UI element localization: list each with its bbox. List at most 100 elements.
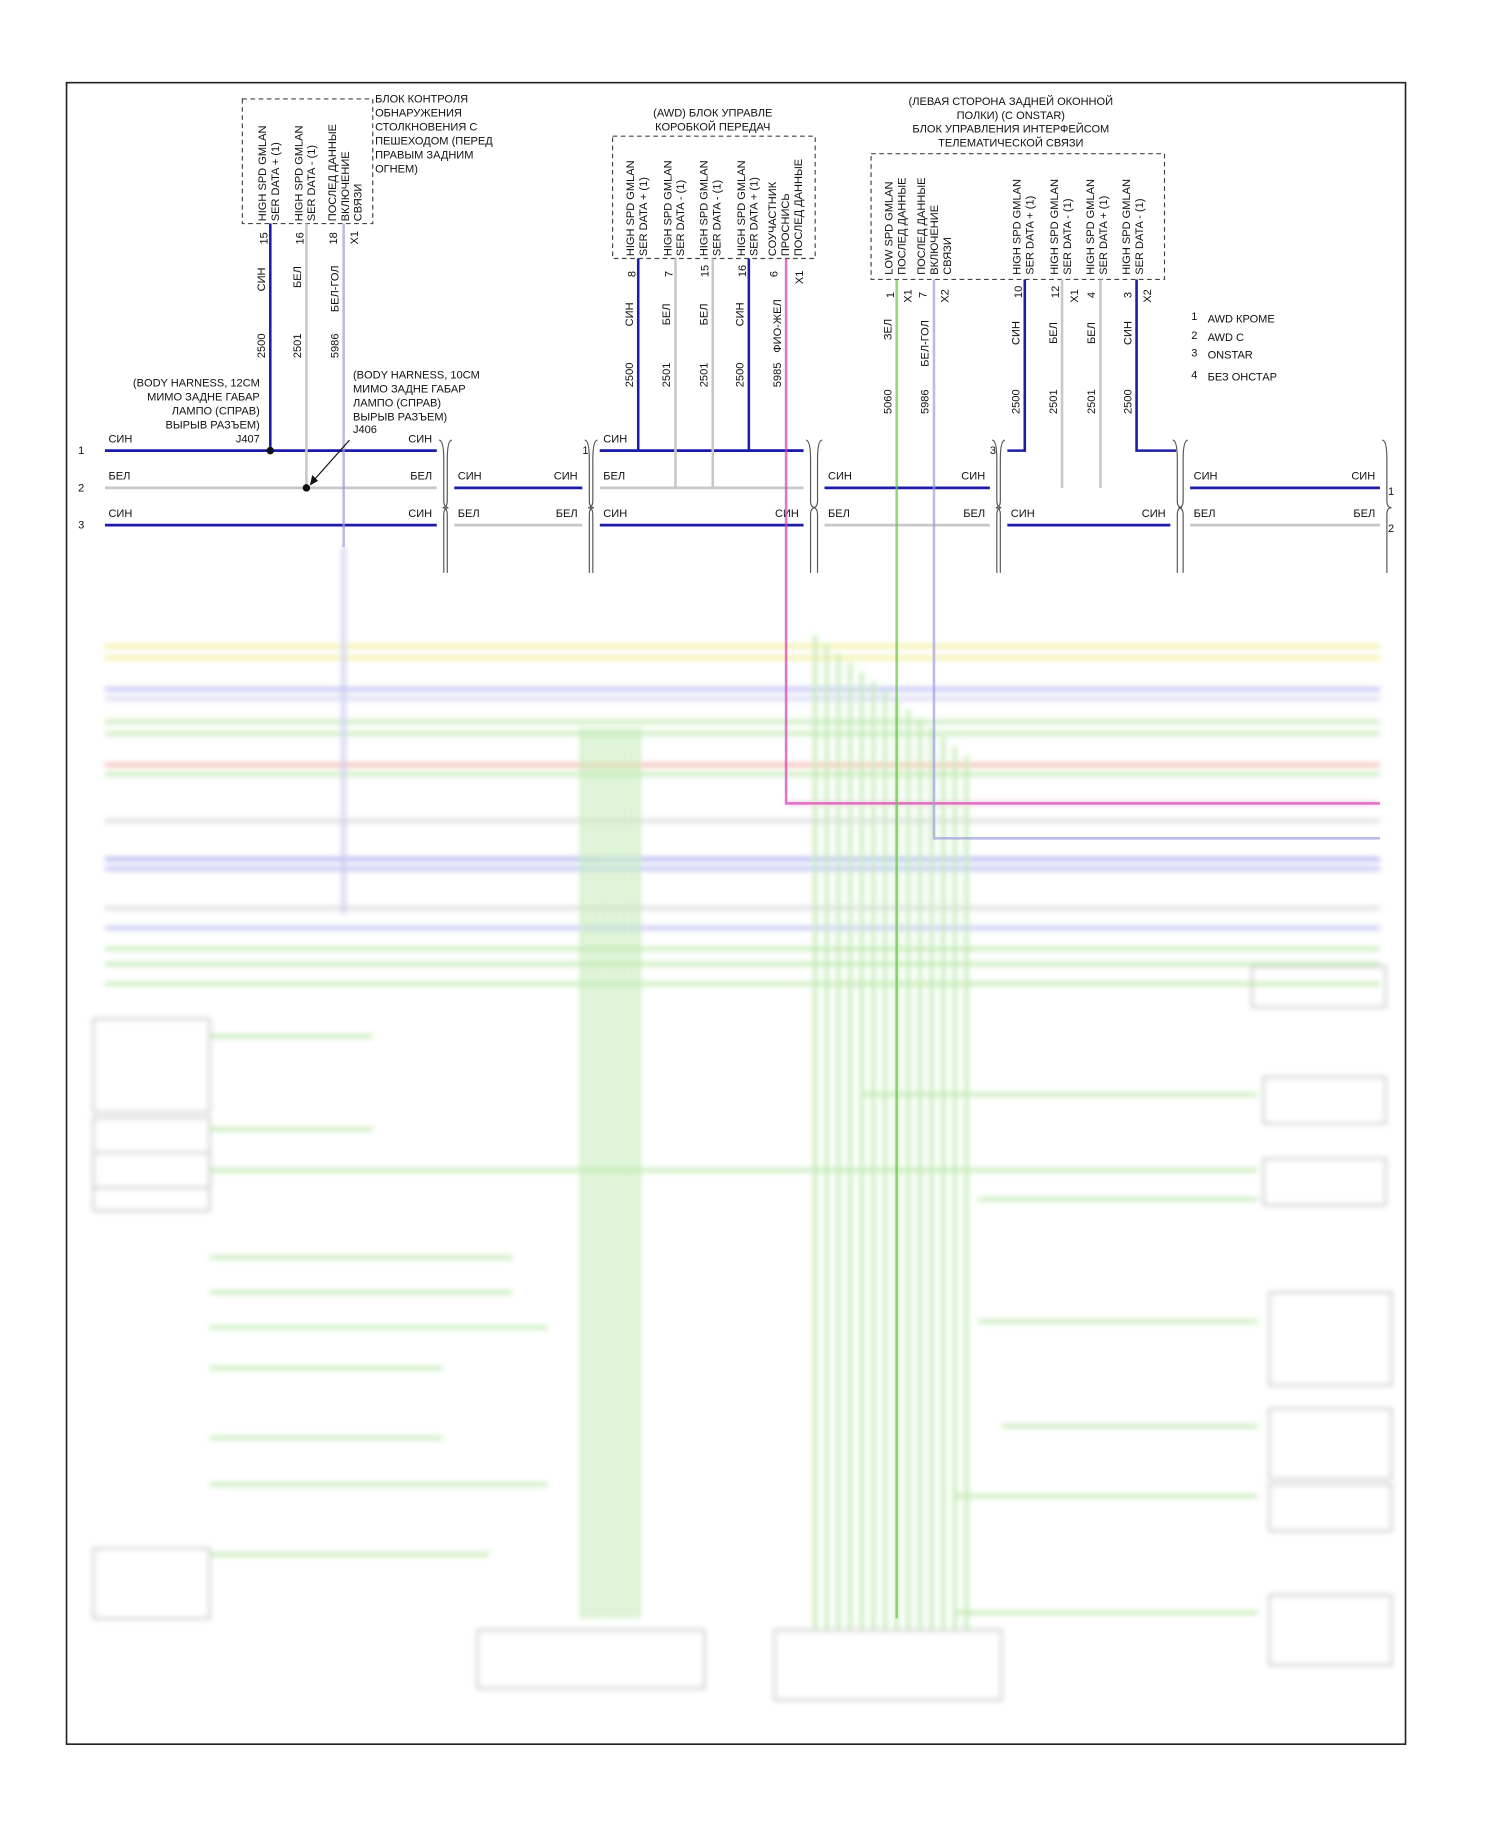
bus-label: СИН bbox=[1011, 508, 1035, 520]
pin-label: SER DATA - (1) bbox=[675, 180, 687, 256]
wire-color: БЕЛ-ГОЛ bbox=[329, 265, 341, 312]
legend-number: 4 bbox=[1191, 369, 1197, 381]
pin-label: ПОСЛЕД ДАННЫЕ bbox=[793, 159, 805, 256]
pin-label: HIGH SPD GMLAN bbox=[736, 160, 748, 256]
pin-label: HIGH SPD GMLAN bbox=[1121, 179, 1133, 275]
row-number: 2 bbox=[78, 482, 84, 494]
wire-color: БЕЛ bbox=[1086, 322, 1098, 344]
splice-note: ЛАМПО (СПРАВ) bbox=[172, 406, 260, 418]
bus-label: БЕЛ bbox=[603, 471, 625, 483]
pin-label: ПОСЛЕД ДАННЫЕ bbox=[896, 178, 908, 275]
connector-id: X1 bbox=[1069, 289, 1081, 303]
pin-label: СОУЧАСТНИК bbox=[767, 181, 779, 256]
break-bracket bbox=[438, 439, 449, 573]
pin-number: 15 bbox=[700, 265, 712, 277]
arrow-head bbox=[309, 475, 319, 486]
splice-note: МИМО ЗАДНЕ ГАБАР bbox=[353, 383, 466, 395]
connector-id: X1 bbox=[902, 289, 914, 303]
pin-label: HIGH SPD GMLAN bbox=[625, 160, 637, 256]
frame bbox=[65, 81, 1407, 1745]
break-bracket bbox=[992, 439, 1002, 573]
pin-number: 7 bbox=[664, 271, 676, 277]
wire-color: БЕЛ bbox=[1048, 322, 1060, 344]
wire-color: БЕЛ-ГОЛ bbox=[920, 320, 932, 367]
blurred-box bbox=[92, 1547, 211, 1620]
bus-label: СИН bbox=[1351, 471, 1375, 483]
blurred-box bbox=[1268, 1483, 1393, 1532]
row-number: 3 bbox=[78, 520, 84, 532]
wire-color: СИН bbox=[624, 302, 636, 326]
block-title: БЛОК УПРАВЛЕНИЯ ИНТЕРФЕЙСОМ bbox=[912, 123, 1109, 136]
pin-label: СВЯЗИ bbox=[942, 237, 954, 275]
blurred-box bbox=[1268, 1594, 1393, 1666]
wire-circuit: 5985 bbox=[772, 363, 784, 388]
pin-number: 15 bbox=[258, 232, 270, 244]
bus-label: БЕЛ bbox=[963, 508, 985, 520]
break-bracket bbox=[1178, 439, 1188, 573]
bus-label: СИН bbox=[828, 471, 852, 483]
wire-color: СИН bbox=[256, 267, 268, 291]
pin-label: SER DATA + (1) bbox=[749, 177, 761, 256]
wire bbox=[784, 258, 1380, 805]
splice-note: ЛАМПО (СПРАВ) bbox=[353, 397, 441, 409]
wire-circuit: 2500 bbox=[1122, 389, 1134, 414]
block-title: КОРОБКОЙ ПЕРЕДАЧ bbox=[655, 120, 770, 133]
bus-label: СИН bbox=[603, 433, 627, 445]
wire-color: БЕЛ bbox=[292, 266, 304, 288]
pin-label: ПОСЛЕД ДАННЫЕ bbox=[327, 124, 339, 221]
break-bracket bbox=[442, 439, 453, 573]
blurred-box bbox=[92, 1017, 211, 1113]
bus-label: СИН bbox=[458, 471, 482, 483]
wire bbox=[1135, 279, 1177, 452]
splice-note: (BODY HARNESS, 10CM bbox=[353, 369, 480, 381]
pin-number: 4 bbox=[1086, 292, 1098, 298]
pin-label: HIGH SPD GMLAN bbox=[1085, 179, 1097, 275]
splice-note: (BODY HARNESS, 12CM bbox=[133, 378, 260, 390]
pin-number: 7 bbox=[917, 292, 929, 298]
blurred-box bbox=[773, 1629, 1003, 1701]
bus-label: СИН bbox=[1142, 508, 1166, 520]
bus-label: СИН bbox=[408, 433, 432, 445]
legend-label: ONSTAR bbox=[1208, 350, 1253, 362]
legend-number: 3 bbox=[1191, 347, 1197, 359]
splice-dot bbox=[302, 484, 311, 492]
bus-label: СИН bbox=[554, 471, 578, 483]
pin-label: ПРОСНИСЬ bbox=[780, 193, 792, 256]
splice-id: J407 bbox=[236, 433, 260, 445]
block-title: ПРАВЫМ ЗАДНИМ bbox=[375, 149, 473, 161]
pin-label: LOW SPD GMLAN bbox=[884, 181, 896, 274]
wire bbox=[747, 258, 804, 452]
pin-label: HIGH SPD GMLAN bbox=[257, 125, 269, 221]
blurred-area bbox=[92, 547, 1393, 1701]
wire-circuit: 2500 bbox=[1011, 389, 1023, 414]
blurred-box bbox=[1268, 1291, 1393, 1387]
blurred-box bbox=[1250, 965, 1387, 1009]
break-bracket bbox=[995, 439, 1006, 573]
connector-id: X2 bbox=[940, 289, 952, 303]
wire-color: ФИО-ЖЕЛ bbox=[772, 299, 784, 352]
pin-label: HIGH SPD GMLAN bbox=[1049, 179, 1061, 275]
wire-circuit: 2500 bbox=[256, 334, 268, 359]
pin-number: 3 bbox=[1122, 292, 1134, 298]
pin-label: SER DATA - (1) bbox=[1134, 198, 1146, 274]
bus-label: СИН bbox=[108, 508, 132, 520]
pin-number: 16 bbox=[294, 232, 306, 244]
connector-id: X1 bbox=[349, 231, 361, 245]
bus-label: СИН bbox=[961, 471, 985, 483]
row-number: 2 bbox=[1388, 523, 1394, 535]
pin-number: 6 bbox=[768, 271, 780, 277]
pin-label: SER DATA + (1) bbox=[1025, 196, 1037, 275]
pin-label: ПОСЛЕД ДАННЫЕ bbox=[916, 178, 928, 275]
pin-number: 12 bbox=[1050, 286, 1062, 298]
break-bracket bbox=[588, 439, 598, 573]
block-title: ПЕШЕХОДОМ (ПЕРЕД bbox=[375, 135, 493, 147]
block-box bbox=[870, 153, 1166, 281]
splice-note: МИМО ЗАДНЕ ГАБАР bbox=[147, 392, 260, 404]
arrow bbox=[311, 439, 350, 483]
wire-circuit: 2501 bbox=[1086, 389, 1098, 414]
bus-label: СИН bbox=[1194, 471, 1218, 483]
pin-label: HIGH SPD GMLAN bbox=[662, 160, 674, 256]
wire-circuit: 5986 bbox=[920, 389, 932, 414]
wire-color: СИН bbox=[1011, 321, 1023, 345]
blurred-box bbox=[92, 1151, 211, 1212]
